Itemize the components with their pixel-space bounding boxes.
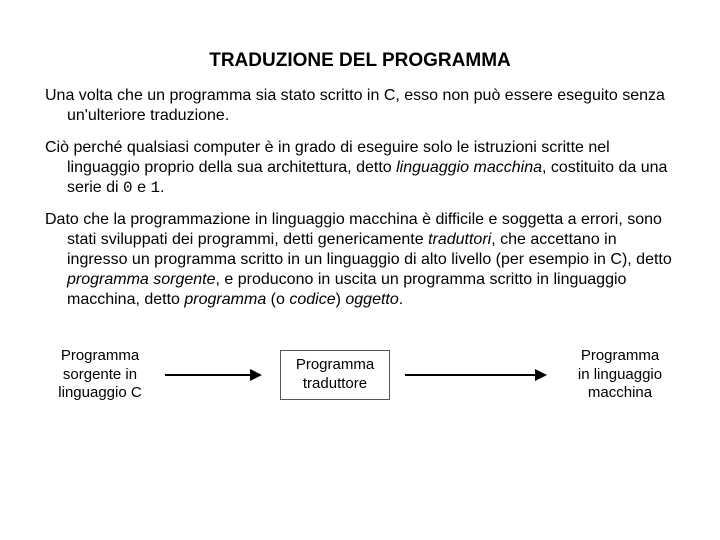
paragraph-3: Dato che la programmazione in linguaggio… [45,210,675,310]
flow-diagram: Programma sorgente in linguaggio C Progr… [45,330,675,440]
arrow-icon [165,374,260,376]
paragraph-1: Una volta che un programma sia stato scr… [45,86,675,126]
italic-term: codice [289,291,335,308]
slide-title: TRADUZIONE DEL PROGRAMMA [45,50,675,72]
box-line: in linguaggio [578,366,662,385]
arrow-icon [405,374,545,376]
text-run: . [160,179,164,196]
box-line: Programma [61,347,139,366]
diagram-box-source: Programma sorgente in linguaggio C [45,340,155,410]
italic-term: linguaggio macchina [396,159,542,176]
italic-term: traduttori [428,231,491,248]
box-line: linguaggio C [58,384,141,403]
box-line: sorgente in [63,366,137,385]
italic-term: programma sorgente [67,271,216,288]
code-literal: 0 [123,179,133,197]
slide: TRADUZIONE DEL PROGRAMMA Una volta che u… [0,0,720,460]
paragraph-2: Ciò perché qualsiasi computer è in grado… [45,138,675,198]
box-line: traduttore [303,375,367,394]
italic-term: programma [184,291,266,308]
box-line: Programma [296,356,374,375]
text-run: . [399,291,403,308]
code-literal: 1 [150,179,160,197]
diagram-box-translator: Programma traduttore [280,350,390,400]
diagram-box-machine: Programma in linguaggio macchina [565,340,675,410]
italic-term: oggetto [345,291,398,308]
text-run: (o [266,291,289,308]
box-line: macchina [588,384,652,403]
text-run: e [133,179,151,196]
text-run: ) [336,291,346,308]
box-line: Programma [581,347,659,366]
